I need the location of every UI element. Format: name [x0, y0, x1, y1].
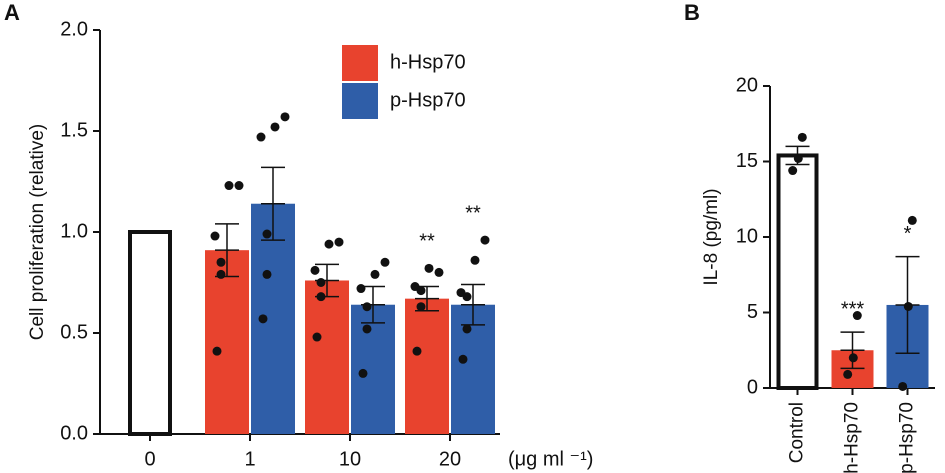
bar [305, 280, 349, 434]
legend-swatch [342, 45, 378, 81]
y-tick-label: 0 [747, 376, 758, 398]
bar [351, 304, 395, 434]
data-point [788, 166, 798, 176]
x-axis-label: (μg ml ⁻¹) [508, 448, 593, 470]
data-point [334, 237, 344, 247]
y-tick-label: 10 [736, 225, 758, 247]
bar [451, 304, 495, 434]
data-point [256, 132, 266, 142]
bar [205, 250, 249, 434]
data-point [380, 257, 390, 267]
significance-label: *** [841, 298, 865, 320]
x-tick-label: 10 [339, 448, 361, 470]
panel-label: A [4, 0, 20, 25]
y-tick-label: 1.5 [60, 119, 88, 141]
data-point [462, 324, 472, 334]
y-tick-label: 15 [736, 150, 758, 172]
x-tick-label: p-Hsp70 [897, 402, 918, 473]
y-axis-label: IL-8 (pg/ml) [701, 188, 722, 285]
bar [776, 153, 819, 390]
data-point [793, 153, 803, 163]
data-point [212, 346, 222, 356]
y-tick-label: 0.0 [60, 422, 88, 444]
data-point [370, 269, 380, 279]
data-point [898, 381, 908, 391]
data-point [216, 257, 226, 267]
x-tick-label: h-Hsp70 [842, 402, 863, 473]
data-point [416, 302, 426, 312]
data-point [356, 284, 366, 294]
data-point [280, 112, 290, 122]
data-point [234, 181, 244, 191]
data-point [362, 302, 372, 312]
data-point [480, 235, 490, 245]
data-point [262, 269, 272, 279]
x-tick-label: 1 [244, 448, 255, 470]
y-tick-label: 1.0 [60, 220, 88, 242]
y-axis-label: Cell proliferation (relative) [27, 124, 48, 340]
data-point [843, 369, 853, 379]
data-point [412, 346, 422, 356]
legend-swatch [342, 83, 378, 119]
x-tick-label: Control [787, 402, 808, 463]
data-point [462, 292, 472, 302]
bar [405, 298, 449, 434]
data-point [907, 215, 917, 225]
data-point [316, 278, 326, 287]
data-point [210, 231, 220, 241]
bar [128, 230, 172, 436]
y-tick-label: 0.5 [60, 321, 88, 343]
bar [251, 203, 295, 434]
data-point [903, 301, 913, 311]
data-point [270, 122, 280, 132]
data-point [852, 311, 862, 321]
significance-label: ** [465, 202, 481, 224]
data-point [848, 353, 858, 363]
data-point [470, 255, 480, 265]
data-point [358, 368, 368, 378]
y-tick-label: 20 [736, 74, 758, 96]
y-tick-label: 2.0 [60, 18, 88, 40]
data-point [224, 181, 234, 191]
data-point [797, 132, 807, 142]
data-point [262, 229, 272, 239]
legend-label: p-Hsp70 [390, 89, 466, 111]
data-point [258, 314, 268, 324]
x-tick-label: 0 [144, 448, 155, 470]
data-point [316, 292, 326, 302]
data-point [416, 286, 426, 296]
data-point [216, 269, 226, 279]
panel-label: B [684, 0, 700, 25]
legend-label: h-Hsp70 [390, 51, 466, 73]
significance-label: * [904, 223, 912, 245]
data-point [324, 239, 334, 249]
data-point [458, 354, 468, 364]
data-point [310, 265, 320, 275]
data-point [362, 324, 372, 334]
data-point [312, 332, 322, 342]
data-point [424, 263, 434, 273]
y-tick-label: 5 [747, 301, 758, 323]
significance-label: ** [419, 231, 435, 253]
data-point [434, 267, 444, 277]
x-tick-label: 20 [439, 448, 461, 470]
